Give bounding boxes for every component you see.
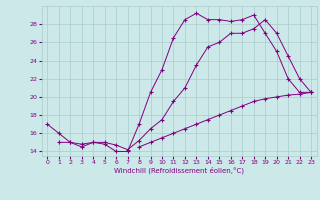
- X-axis label: Windchill (Refroidissement éolien,°C): Windchill (Refroidissement éolien,°C): [114, 167, 244, 174]
